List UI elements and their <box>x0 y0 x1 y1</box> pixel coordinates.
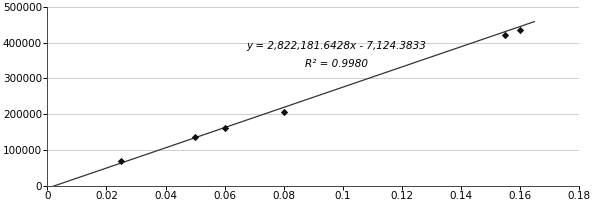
Point <box>116 159 126 162</box>
Point <box>279 111 288 114</box>
Point <box>500 34 509 37</box>
Text: R² = 0.9980: R² = 0.9980 <box>305 59 368 69</box>
Text: y = 2,822,181.6428x - 7,124.3833: y = 2,822,181.6428x - 7,124.3833 <box>247 41 426 51</box>
Point <box>190 136 200 139</box>
Point <box>220 127 229 130</box>
Point <box>515 28 524 32</box>
